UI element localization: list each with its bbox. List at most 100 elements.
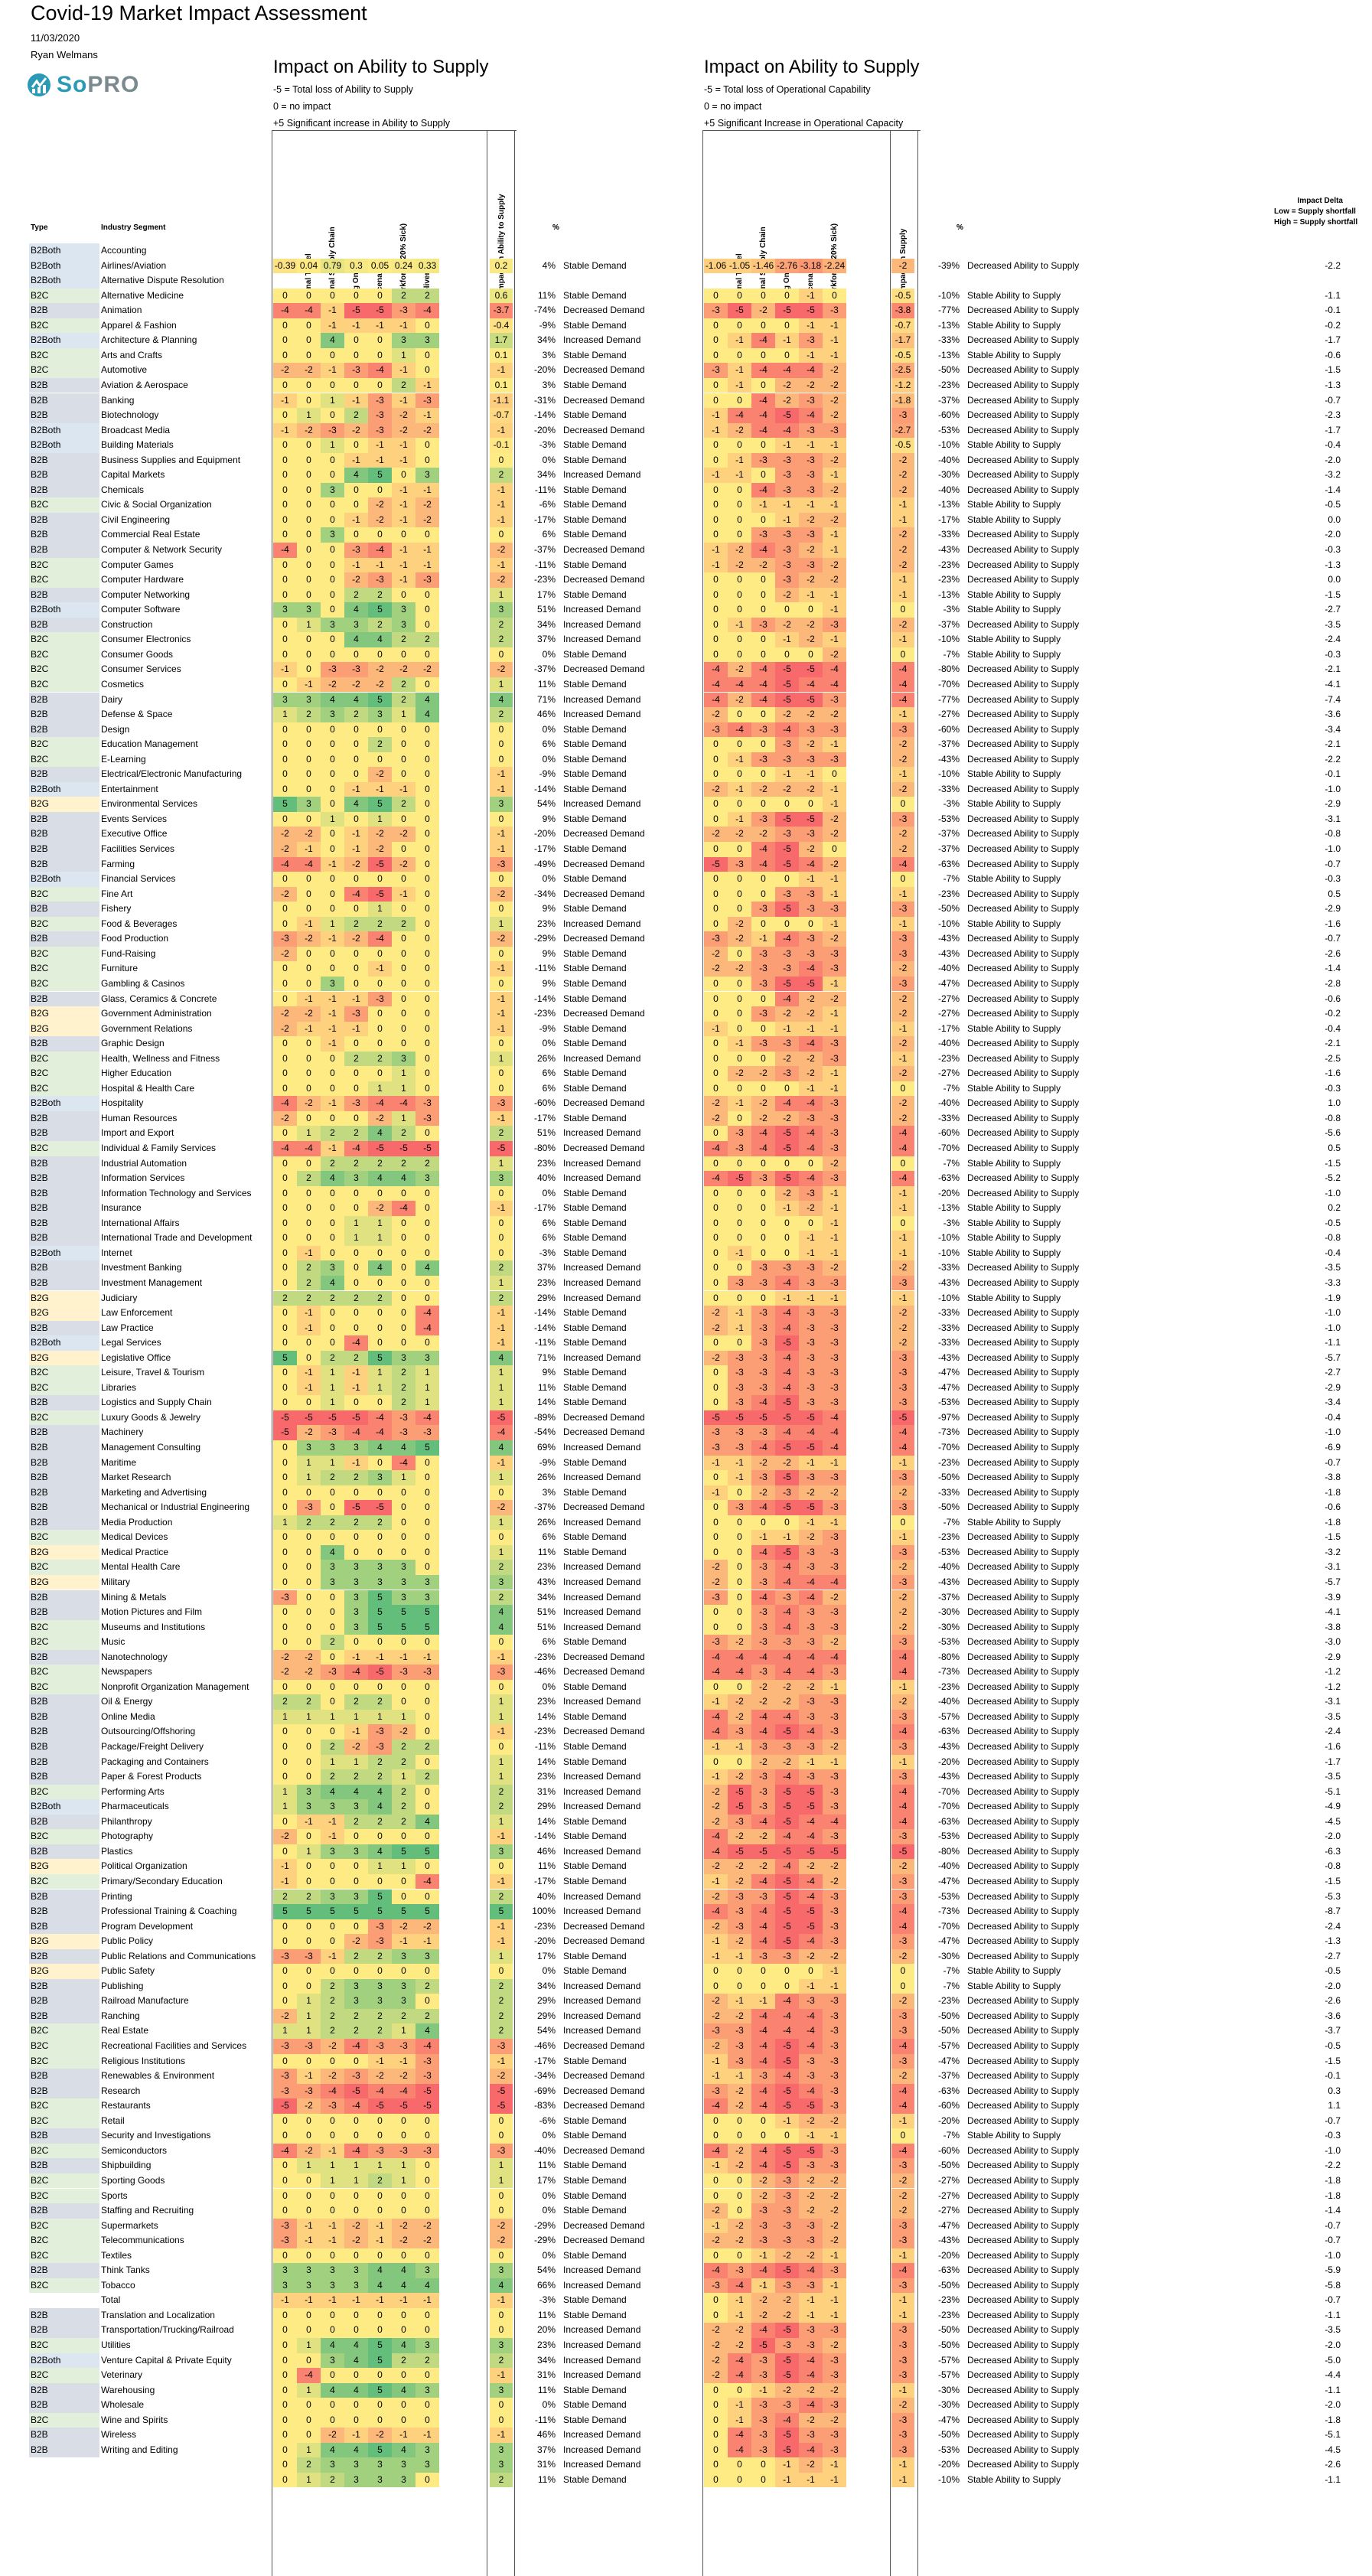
demand-score-cell: 0 bbox=[728, 1530, 751, 1545]
supply-score-cell: -1 bbox=[321, 363, 344, 378]
ability-label: Decreased Ability to Supply bbox=[967, 2010, 1080, 2021]
supply-score-cell: 0 bbox=[273, 1380, 297, 1396]
report-date: 11/03/2020 bbox=[31, 32, 80, 44]
supply-score-cell: -2 bbox=[392, 1919, 416, 1935]
demand-score-cell: 0 bbox=[728, 288, 751, 304]
supply-demand-label: Decreased Demand bbox=[563, 1008, 645, 1019]
type-cell: B2B bbox=[29, 2398, 99, 2413]
demand-score-cell: -4 bbox=[751, 2263, 775, 2278]
segment-cell: Computer Hardware bbox=[101, 574, 184, 585]
supply-score-cell: 3 bbox=[297, 2263, 321, 2278]
supply-col-header: Homeworking Only bbox=[349, 130, 364, 336]
demand-score-cell: 0 bbox=[704, 1231, 728, 1246]
supply-score-cell: 1 bbox=[321, 393, 344, 408]
demand-score-cell: -5 bbox=[775, 2323, 799, 2338]
ability-label: Decreased Ability to Supply bbox=[967, 2294, 1080, 2306]
supply-score-cell: 0 bbox=[344, 1485, 368, 1501]
segment-cell: Capital Markets bbox=[101, 469, 165, 481]
impact-delta-cell: -0.7 bbox=[1325, 2219, 1341, 2231]
ability-label: Decreased Ability to Supply bbox=[967, 1502, 1080, 1513]
supply-score-cell: 0 bbox=[297, 1231, 321, 1246]
demand-total-cell: -2 bbox=[891, 1859, 914, 1874]
supply-total-cell: 0 bbox=[490, 2188, 513, 2203]
type-cell: B2B bbox=[29, 452, 99, 468]
supply-total-cell: 4 bbox=[490, 2278, 513, 2294]
demand-score-cell: 0 bbox=[775, 647, 799, 663]
supply-score-cell: 4 bbox=[344, 602, 368, 618]
supply-score-cell: 2 bbox=[392, 1814, 416, 1830]
demand-score-cell: -3 bbox=[751, 1006, 775, 1022]
segment-cell: Environmental Services bbox=[101, 798, 198, 810]
supply-score-cell: 0 bbox=[416, 1515, 439, 1531]
supply-pct-cell: 0% bbox=[542, 873, 556, 885]
demand-score-cell: 0 bbox=[775, 916, 799, 932]
supply-score-cell: 3 bbox=[297, 2278, 321, 2294]
demand-score-cell: -4 bbox=[751, 856, 775, 872]
segment-cell: Market Research bbox=[101, 1472, 171, 1483]
supply-score-cell: 0 bbox=[273, 452, 297, 468]
demand-score-cell: 0 bbox=[751, 2472, 775, 2488]
supply-total-cell: 1 bbox=[490, 916, 513, 932]
demand-total-cell: 0 bbox=[891, 1964, 914, 1979]
supply-score-cell: -1 bbox=[297, 1814, 321, 1830]
impact-delta-cell: -0.5 bbox=[1325, 1965, 1341, 1977]
supply-score-cell: 2 bbox=[368, 2008, 392, 2024]
ability-label: Decreased Ability to Supply bbox=[967, 1831, 1080, 1842]
ability-label: Decreased Ability to Supply bbox=[967, 888, 1080, 899]
supply-score-cell: 0 bbox=[392, 946, 416, 962]
demand-score-cell: 0 bbox=[823, 842, 846, 857]
ability-label: Decreased Ability to Supply bbox=[967, 993, 1080, 1004]
demand-pct-cell: -47% bbox=[937, 1935, 960, 1947]
demand-pct-cell: -33% bbox=[937, 529, 960, 540]
demand-score-cell: -1 bbox=[799, 2472, 823, 2488]
supply-total-cell: 2 bbox=[490, 2008, 513, 2024]
impact-delta-cell: -3.8 bbox=[1325, 1621, 1341, 1632]
supply-score-cell: 5 bbox=[416, 1844, 439, 1860]
supply-score-cell: 3 bbox=[344, 1889, 368, 1904]
supply-score-cell: -1 bbox=[392, 543, 416, 558]
demand-score-cell: -2 bbox=[751, 303, 775, 318]
demand-score-cell: -3 bbox=[775, 468, 799, 483]
ability-label: Decreased Ability to Supply bbox=[967, 2444, 1080, 2455]
demand-score-cell: -1 bbox=[823, 1245, 846, 1261]
demand-score-cell: -4 bbox=[775, 2008, 799, 2024]
segment-cell: Paper & Forest Products bbox=[101, 1771, 202, 1782]
demand-pct-cell: -33% bbox=[937, 1322, 960, 1333]
ability-label: Decreased Ability to Supply bbox=[967, 2369, 1080, 2381]
supply-demand-label: Stable Demand bbox=[563, 993, 627, 1004]
supply-pct-cell: 0% bbox=[542, 1681, 556, 1692]
supply-score-cell: 3 bbox=[321, 1574, 344, 1590]
demand-score-cell: -3 bbox=[823, 1470, 846, 1485]
supply-score-cell: 0 bbox=[416, 1215, 439, 1231]
demand-score-cell: -4 bbox=[751, 2008, 775, 2024]
supply-score-cell: 0 bbox=[416, 347, 439, 364]
demand-score-cell: -2 bbox=[728, 692, 751, 707]
table-row: B2B Glass, Ceramics & Concrete 0 -1 -1 -1 -3 0 0… bbox=[0, 991, 1372, 1006]
supply-score-cell: 0 bbox=[344, 1679, 368, 1695]
supply-score-cell: 0 bbox=[392, 991, 416, 1006]
supply-score-cell: 1 bbox=[368, 1380, 392, 1396]
demand-score-cell: 0 bbox=[775, 347, 799, 364]
segment-cell: Mental Health Care bbox=[101, 1561, 181, 1573]
supply-score-cell: 4 bbox=[416, 2278, 439, 2294]
supply-score-cell: 0 bbox=[392, 1306, 416, 1321]
supply-pct-cell: 6% bbox=[542, 1217, 556, 1228]
supply-total-cell: 0 bbox=[490, 2113, 513, 2129]
demand-pct-cell: -50% bbox=[937, 364, 960, 376]
segment-cell: Consumer Goods bbox=[101, 648, 174, 660]
table-row: B2B Wireless 0 0 -2 -1 -2 -1 -1 -1 46% Increased De… bbox=[0, 2428, 1372, 2443]
demand-score-cell: -3 bbox=[751, 1275, 775, 1291]
demand-score-cell: -5 bbox=[799, 1410, 823, 1426]
segment-cell: Computer Games bbox=[101, 559, 174, 570]
supply-pct-cell: 100% bbox=[532, 1906, 556, 1917]
ability-label: Decreased Ability to Supply bbox=[967, 783, 1080, 794]
demand-pct-cell: -39% bbox=[937, 259, 960, 271]
demand-score-cell: -2 bbox=[704, 1799, 728, 1815]
segment-cell: Food & Beverages bbox=[101, 918, 178, 929]
supply-total-cell: 0 bbox=[490, 1964, 513, 1979]
demand-total-cell: -3 bbox=[891, 1889, 914, 1904]
ability-label: Decreased Ability to Supply bbox=[967, 678, 1080, 690]
segment-cell: Design bbox=[101, 723, 130, 735]
demand-score-cell: -1.46 bbox=[751, 258, 775, 274]
supply-score-cell: -5 bbox=[416, 2098, 439, 2114]
